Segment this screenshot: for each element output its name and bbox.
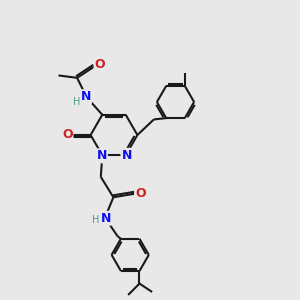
Text: N: N <box>97 149 107 162</box>
Text: O: O <box>62 128 73 142</box>
Text: H: H <box>74 97 81 107</box>
Text: N: N <box>81 90 91 103</box>
Text: O: O <box>94 58 105 71</box>
Text: H: H <box>92 215 100 225</box>
Text: N: N <box>122 149 132 162</box>
Text: O: O <box>135 187 146 200</box>
Text: N: N <box>100 212 111 225</box>
